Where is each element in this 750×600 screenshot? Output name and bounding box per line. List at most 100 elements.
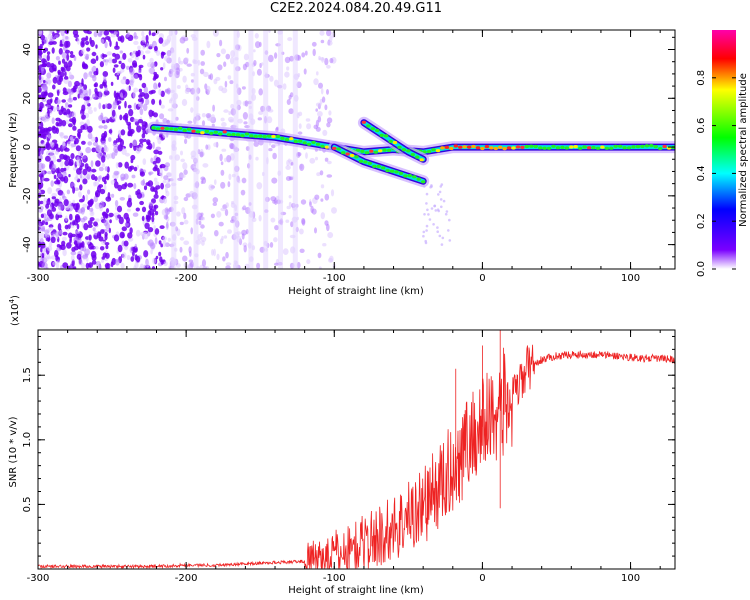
noise-speck [103,146,109,153]
noise-speck [40,147,44,155]
noise-speck [79,121,85,126]
noise-speck [440,205,443,209]
noise-speck [148,30,152,36]
noise-speck [47,92,54,98]
ridge-hotspot [613,144,618,148]
noise-speck [50,141,53,147]
noise-speck [64,224,69,230]
noise-speck [86,106,92,110]
ridge-hotspot [324,145,330,149]
noise-speck [100,39,105,44]
noise-speck [318,82,323,89]
noise-speck [210,213,215,219]
noise-speck [104,232,108,237]
noise-speck [120,177,125,181]
noise-speck [77,132,81,139]
ridge-hotspot [626,146,632,150]
noise-speck [43,177,50,182]
noise-speck [183,240,190,246]
noise-speck [64,160,70,167]
noise-speck [91,66,96,71]
ridge-hotspot [422,150,427,154]
ridge-hotspot [151,126,156,130]
noise-speck [94,87,98,94]
noise-speck [141,133,146,139]
noise-speck [66,242,72,249]
ridge-hotspot [355,148,361,152]
noise-speck [89,217,95,222]
noise-speck [200,49,205,56]
noise-speck [286,99,291,105]
ridge-hotspot [195,130,201,134]
noise-speck [114,53,121,60]
x-tick-label: 100 [621,573,640,584]
ridge-hotspot [341,151,346,155]
noise-speck [40,247,43,253]
noise-speck [203,266,210,269]
noise-speck [108,137,112,142]
ridge-hotspot [586,146,592,150]
noise-speck [38,241,42,247]
noise-speck [72,96,77,101]
noise-speck [54,150,59,155]
noise-speck [256,68,262,76]
noise-speck [51,126,58,134]
noise-speck [329,35,333,43]
noise-speck [320,212,325,220]
noise-speck [313,78,319,86]
noise-speck [75,145,81,152]
noise-speck [184,138,188,145]
noise-speck [61,51,68,59]
ridge-hotspot [293,139,298,144]
noise-speck [315,156,318,161]
noise-streak [171,30,177,269]
noise-speck [76,223,80,230]
noise-speck [149,57,154,63]
noise-speck [327,232,334,239]
noise-speck [106,173,110,181]
noise-speck [241,86,246,90]
noise-speck [38,149,41,157]
noise-speck [227,181,231,188]
noise-speck [68,123,73,128]
noise-speck [100,140,106,146]
ridge-hotspot [302,141,307,145]
noise-speck [442,199,446,203]
noise-speck [105,252,110,259]
ridge-hotspot [381,166,386,170]
noise-speck [61,107,67,115]
noise-speck [299,248,305,253]
ridge-hotspot [271,134,276,139]
noise-speck [100,31,103,36]
noise-speck [88,207,94,212]
noise-speck [104,242,110,246]
ridge-hotspot [604,146,610,150]
ridge-hotspot [372,164,377,168]
noise-speck [198,220,202,226]
noise-speck [43,47,49,52]
noise-speck [139,74,143,81]
noise-speck [324,57,329,66]
ridge-hotspot [392,140,398,145]
noise-speck [318,55,321,61]
noise-speck [115,92,119,98]
noise-speck [77,37,80,45]
noise-speck [62,262,69,269]
noise-speck [161,42,167,47]
noise-speck [103,30,110,36]
noise-speck [215,76,221,81]
noise-speck [61,236,67,241]
noise-streak [278,30,283,269]
noise-speck [106,263,110,269]
noise-speck [220,48,226,55]
ridge-hotspot [458,145,463,149]
ridge-hotspot [595,146,601,150]
noise-speck [87,125,93,133]
noise-speck [182,75,187,83]
ridge-hotspot [169,127,174,131]
noise-speck [92,141,98,147]
noise-speck [121,252,127,259]
noise-speck [142,103,148,112]
noise-speck [152,187,158,193]
ridge-hotspot [466,145,472,149]
